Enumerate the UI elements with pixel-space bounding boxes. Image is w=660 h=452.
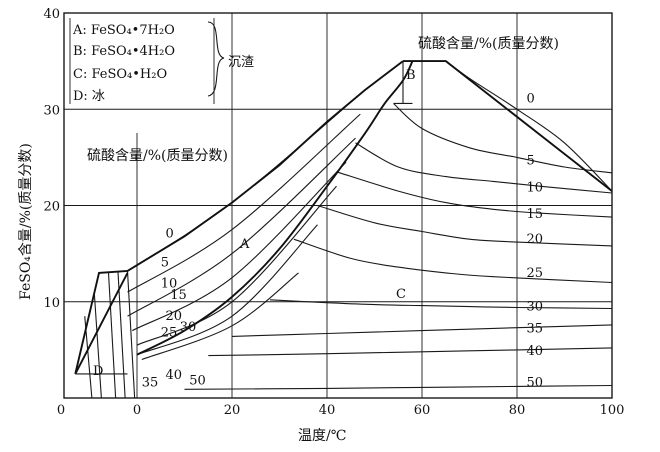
region-c-label: C <box>396 287 406 302</box>
left-acid-label-15: 15 <box>170 288 187 303</box>
y-axis-title: FeSO₄含量/%(质量分数) <box>18 143 34 300</box>
x-axis-title: 温度/℃ <box>298 428 346 444</box>
acid-label-5: 5 <box>527 153 535 168</box>
left-acid-label-20: 20 <box>166 309 183 324</box>
y-tick-label-20: 20 <box>43 200 60 215</box>
region-b-label: B <box>406 68 416 83</box>
y-tick-label-40: 40 <box>43 7 60 22</box>
left-acid-curve-25 <box>136 224 318 356</box>
acid-curve-25 <box>293 238 613 284</box>
y-tick-label-10: 10 <box>43 296 60 311</box>
acid-label-25: 25 <box>527 266 544 281</box>
x-tick-label-0: 0 <box>57 403 65 418</box>
left-acid-label-0: 0 <box>166 226 174 241</box>
left-acid-label-10: 10 <box>161 277 178 292</box>
plot-frame <box>63 12 613 399</box>
ice-divider-main <box>126 270 136 399</box>
x-tick-label-80: 80 <box>509 403 526 418</box>
region-d-label: D <box>93 364 103 379</box>
boundary-a-to-b <box>136 60 414 356</box>
x-tick-label-100: 100 <box>600 403 625 418</box>
left-acid-label-30: 30 <box>180 320 197 335</box>
left-acid-label-40: 40 <box>166 368 183 383</box>
x-tick-label-60: 60 <box>414 403 431 418</box>
acid-label-40: 40 <box>527 344 544 359</box>
left-acid-label-50: 50 <box>189 374 206 389</box>
x-tick-label-20: 20 <box>224 403 241 418</box>
acid-label-15: 15 <box>527 207 544 222</box>
boundary-b-peak <box>403 60 613 192</box>
legend-item-c: C: FeSO₄•H₂O <box>73 67 167 82</box>
acid-curve-5 <box>393 103 613 174</box>
acid-curve-10 <box>355 142 613 194</box>
acid-title-right: 硫酸含量/%(质量分数) <box>418 36 559 52</box>
x-tick-label-0: 0 <box>133 403 141 418</box>
x-tick-label-40: 40 <box>319 403 336 418</box>
acid-curve-35 <box>231 324 613 337</box>
acid-label-50: 50 <box>527 376 544 391</box>
left-acid-curve-10 <box>127 137 356 317</box>
boundary-ice <box>74 272 129 375</box>
legend-frame <box>69 18 215 104</box>
ice-divider-3 <box>117 271 126 399</box>
acid-label-0: 0 <box>527 92 535 107</box>
acid-label-30: 30 <box>527 300 544 315</box>
legend-group-label: 沉渣 <box>228 55 254 70</box>
left-acid-label-5: 5 <box>161 255 169 270</box>
left-acid-curve-15 <box>132 161 347 332</box>
ice-divider-2 <box>107 272 117 399</box>
left-acid-label-35: 35 <box>142 376 159 391</box>
acid-curve-15 <box>336 171 613 218</box>
legend-item-d: D: 冰 <box>73 89 105 104</box>
ice-divider-1 <box>93 292 102 399</box>
left-acid-curve-5 <box>127 113 361 293</box>
left-acid-label-25: 25 <box>161 326 178 341</box>
legend-brace <box>207 21 225 97</box>
acid-label-20: 20 <box>527 232 544 247</box>
boundary-a-upper <box>74 60 404 375</box>
acid-curve-40 <box>208 347 613 357</box>
left-acid-curve-20 <box>136 185 337 346</box>
region-a-label: A <box>239 237 250 252</box>
acid-label-10: 10 <box>527 180 544 195</box>
acid-curve-20 <box>317 204 613 247</box>
legend-item-b: B: FeSO₄•4H₂O <box>73 44 175 59</box>
left-acid-curve-30 <box>141 272 299 361</box>
curves <box>74 60 613 399</box>
legend-item-a: A: FeSO₄•7H₂O <box>72 23 175 38</box>
acid-label-35: 35 <box>527 322 544 337</box>
acid-curve-30 <box>269 299 613 310</box>
y-tick-label-30: 30 <box>43 103 60 118</box>
legend: A: FeSO₄•7H₂O B: FeSO₄•4H₂O C: FeSO₄•H₂O… <box>69 18 254 104</box>
acid-curve-50 <box>184 384 613 390</box>
acid-title-left: 硫酸含量/%(质量分数) <box>87 148 228 164</box>
